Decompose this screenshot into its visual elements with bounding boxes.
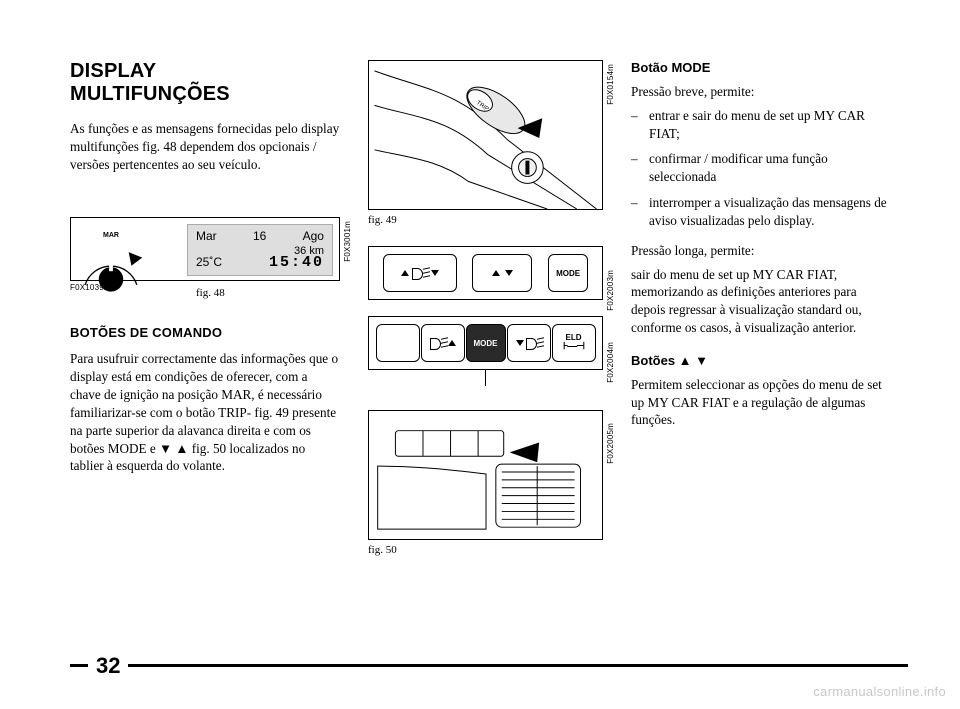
subheading-botoes: BOTÕES DE COMANDO — [70, 325, 340, 340]
triangle-up-icon — [448, 340, 456, 346]
page-number: 32 — [88, 653, 128, 679]
lcd-display: Mar 16 Ago 36 km 25˚C 15:40 — [187, 224, 333, 276]
manual-page: DISPLAY MULTIFUNÇÕES As funções e as men… — [0, 0, 960, 709]
botoes-label: Botões ▲ ▼ — [631, 353, 708, 368]
lcd-daynum: 16 — [253, 229, 266, 243]
list-item: confirmar / modificar uma função selecci… — [631, 150, 891, 186]
triangle-up-icon — [492, 270, 500, 276]
fig49-caption: fig. 49 — [368, 214, 603, 226]
footer: 32 — [70, 664, 908, 667]
headlamp-level-button — [383, 254, 457, 292]
headlamp-icon — [412, 268, 428, 278]
figure-50-panel-a: MODE — [368, 246, 603, 300]
watermark: carmanualsonline.info — [813, 684, 946, 699]
columns: DISPLAY MULTIFUNÇÕES As funções e as men… — [70, 60, 908, 556]
fig48-ref-right: F0X3001m — [343, 221, 352, 262]
mar-label: MAR — [103, 232, 119, 239]
triangle-up-icon — [401, 270, 409, 276]
ignition-knob-icon: MAR — [77, 224, 145, 276]
column-middle: TRIP F0X0154m fig. 49 — [368, 60, 603, 556]
headlamp-up-button — [421, 324, 465, 362]
fig50-caption: fig. 50 — [368, 544, 603, 556]
figure-49-box: TRIP — [368, 60, 603, 210]
figure-48-box: MAR Mar 16 Ago — [70, 217, 340, 281]
footer-rule: 32 — [70, 664, 908, 667]
fig50a-ref: F0X2003m — [606, 270, 615, 311]
list-item: interromper a visualização das mensagens… — [631, 194, 891, 230]
fig49-ref: F0X0154m — [606, 64, 615, 105]
list-item: entrar e sair do menu de set up MY CAR F… — [631, 107, 891, 143]
lcd-month: Ago — [303, 229, 324, 243]
title-line-1: DISPLAY — [70, 60, 156, 82]
figure-50: MODE F0X2003m MODE — [368, 246, 603, 556]
p-long-press: sair do menu de set up MY CAR FIAT, memo… — [631, 266, 891, 337]
mode-label: MODE — [474, 339, 498, 348]
triangle-down-icon — [505, 270, 513, 276]
short-press-list: entrar e sair do menu de set up MY CAR F… — [631, 107, 891, 230]
fig50b-ref: F0X2004m — [606, 342, 615, 383]
fig50c-drawing — [369, 411, 602, 539]
mode-button: MODE — [548, 254, 588, 292]
triangle-down-icon — [516, 340, 524, 346]
mode-label: MODE — [556, 269, 580, 278]
p-short-press: Pressão breve, permite: — [631, 83, 891, 101]
p-long-press-label: Pressão longa, permite: — [631, 242, 891, 260]
figure-48: MAR Mar 16 Ago — [70, 217, 340, 299]
column-left: DISPLAY MULTIFUNÇÕES As funções e as men… — [70, 60, 340, 556]
headlamp-down-button — [507, 324, 551, 362]
headlamp-icon — [526, 338, 542, 348]
blank-button — [376, 324, 420, 362]
headlamp-icon — [430, 338, 446, 348]
title-line-2: MULTIFUNÇÕES — [70, 83, 230, 105]
figure-49: TRIP F0X0154m fig. 49 — [368, 60, 603, 226]
axle-icon: ⊦—⊣ — [563, 342, 584, 352]
mode-button-dark: MODE — [466, 324, 506, 362]
figure-50-panel-b: MODE ELD ⊦—⊣ — [368, 316, 603, 370]
connector-line — [485, 370, 486, 386]
up-down-button — [472, 254, 532, 292]
column-right: Botão MODE Pressão breve, permite: entra… — [631, 60, 891, 556]
intro-paragraph: As funções e as mensagens fornecidas pel… — [70, 120, 340, 173]
heading-botao-mode: Botão MODE — [631, 60, 891, 75]
lcd-time: 15:40 — [269, 254, 324, 271]
figure-50-panel-c — [368, 410, 603, 540]
fig49-drawing: TRIP — [369, 61, 602, 209]
section-title: DISPLAY MULTIFUNÇÕES — [70, 60, 340, 106]
fig50c-ref: F0X2005m — [606, 423, 615, 464]
lcd-day: Mar — [196, 229, 217, 243]
heading-botoes-arrows: Botões ▲ ▼ — [631, 353, 891, 368]
lcd-temp: 25˚C — [196, 255, 222, 269]
knob-svg — [77, 244, 145, 293]
eld-button: ELD ⊦—⊣ — [552, 324, 596, 362]
botoes-paragraph: Para usufruir correctamente das informaç… — [70, 350, 340, 475]
triangle-down-icon — [431, 270, 439, 276]
p-arrows: Permitem seleccionar as opções do menu d… — [631, 376, 891, 429]
